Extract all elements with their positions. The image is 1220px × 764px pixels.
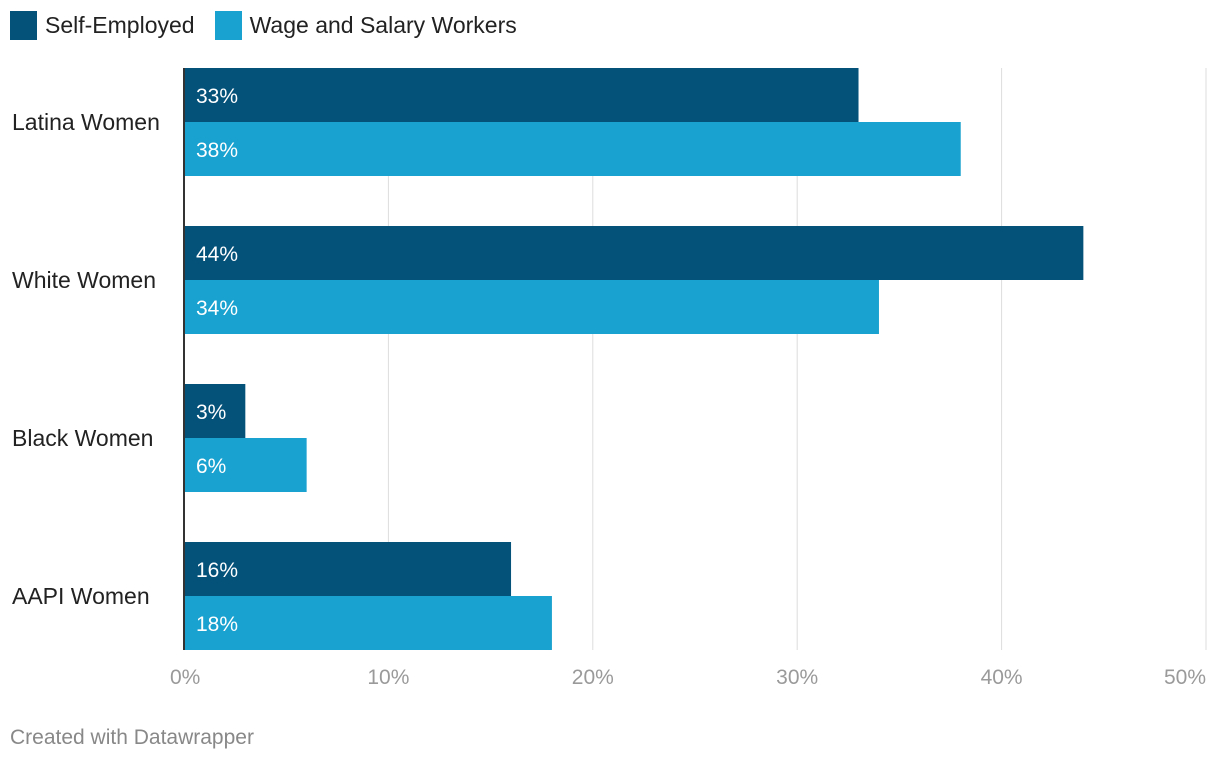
category-label: AAPI Women: [12, 583, 150, 609]
data-label: 38%: [196, 139, 238, 162]
legend-label-wage-salary: Wage and Salary Workers: [249, 12, 517, 38]
bar: [184, 542, 512, 596]
x-tick-label: 10%: [367, 666, 409, 689]
legend-swatch-wage-salary: [214, 11, 242, 40]
category-label: Latina Women: [12, 109, 160, 135]
bar: [184, 122, 961, 176]
x-tick-label: 40%: [981, 666, 1023, 689]
bar: [184, 68, 859, 122]
data-label: 44%: [196, 243, 238, 266]
legend-item-wage-salary: Wage and Salary Workers: [214, 11, 517, 40]
x-tick-label: 50%: [1164, 666, 1206, 689]
legend: Self-Employed Wage and Salary Workers: [10, 11, 517, 40]
bar: [184, 384, 246, 438]
x-tick-label: 20%: [572, 666, 614, 689]
x-tick-label: 0%: [170, 666, 200, 689]
bar: [184, 226, 1084, 280]
data-label: 16%: [196, 559, 238, 582]
bar: [184, 438, 307, 492]
data-label: 33%: [196, 85, 238, 108]
legend-swatch-self-employed: [10, 11, 37, 40]
x-tick-label: 30%: [776, 666, 818, 689]
bar: [184, 280, 879, 334]
category-label: Black Women: [12, 425, 153, 451]
category-label: White Women: [12, 267, 156, 293]
data-label: 18%: [196, 613, 238, 636]
data-label: 3%: [196, 401, 226, 424]
bar: [184, 596, 552, 650]
legend-label-self-employed: Self-Employed: [45, 12, 195, 38]
data-label: 6%: [196, 455, 226, 478]
data-label: 34%: [196, 297, 238, 320]
footer-credit: Created with Datawrapper: [10, 726, 254, 749]
legend-item-self-employed: Self-Employed: [10, 11, 195, 40]
